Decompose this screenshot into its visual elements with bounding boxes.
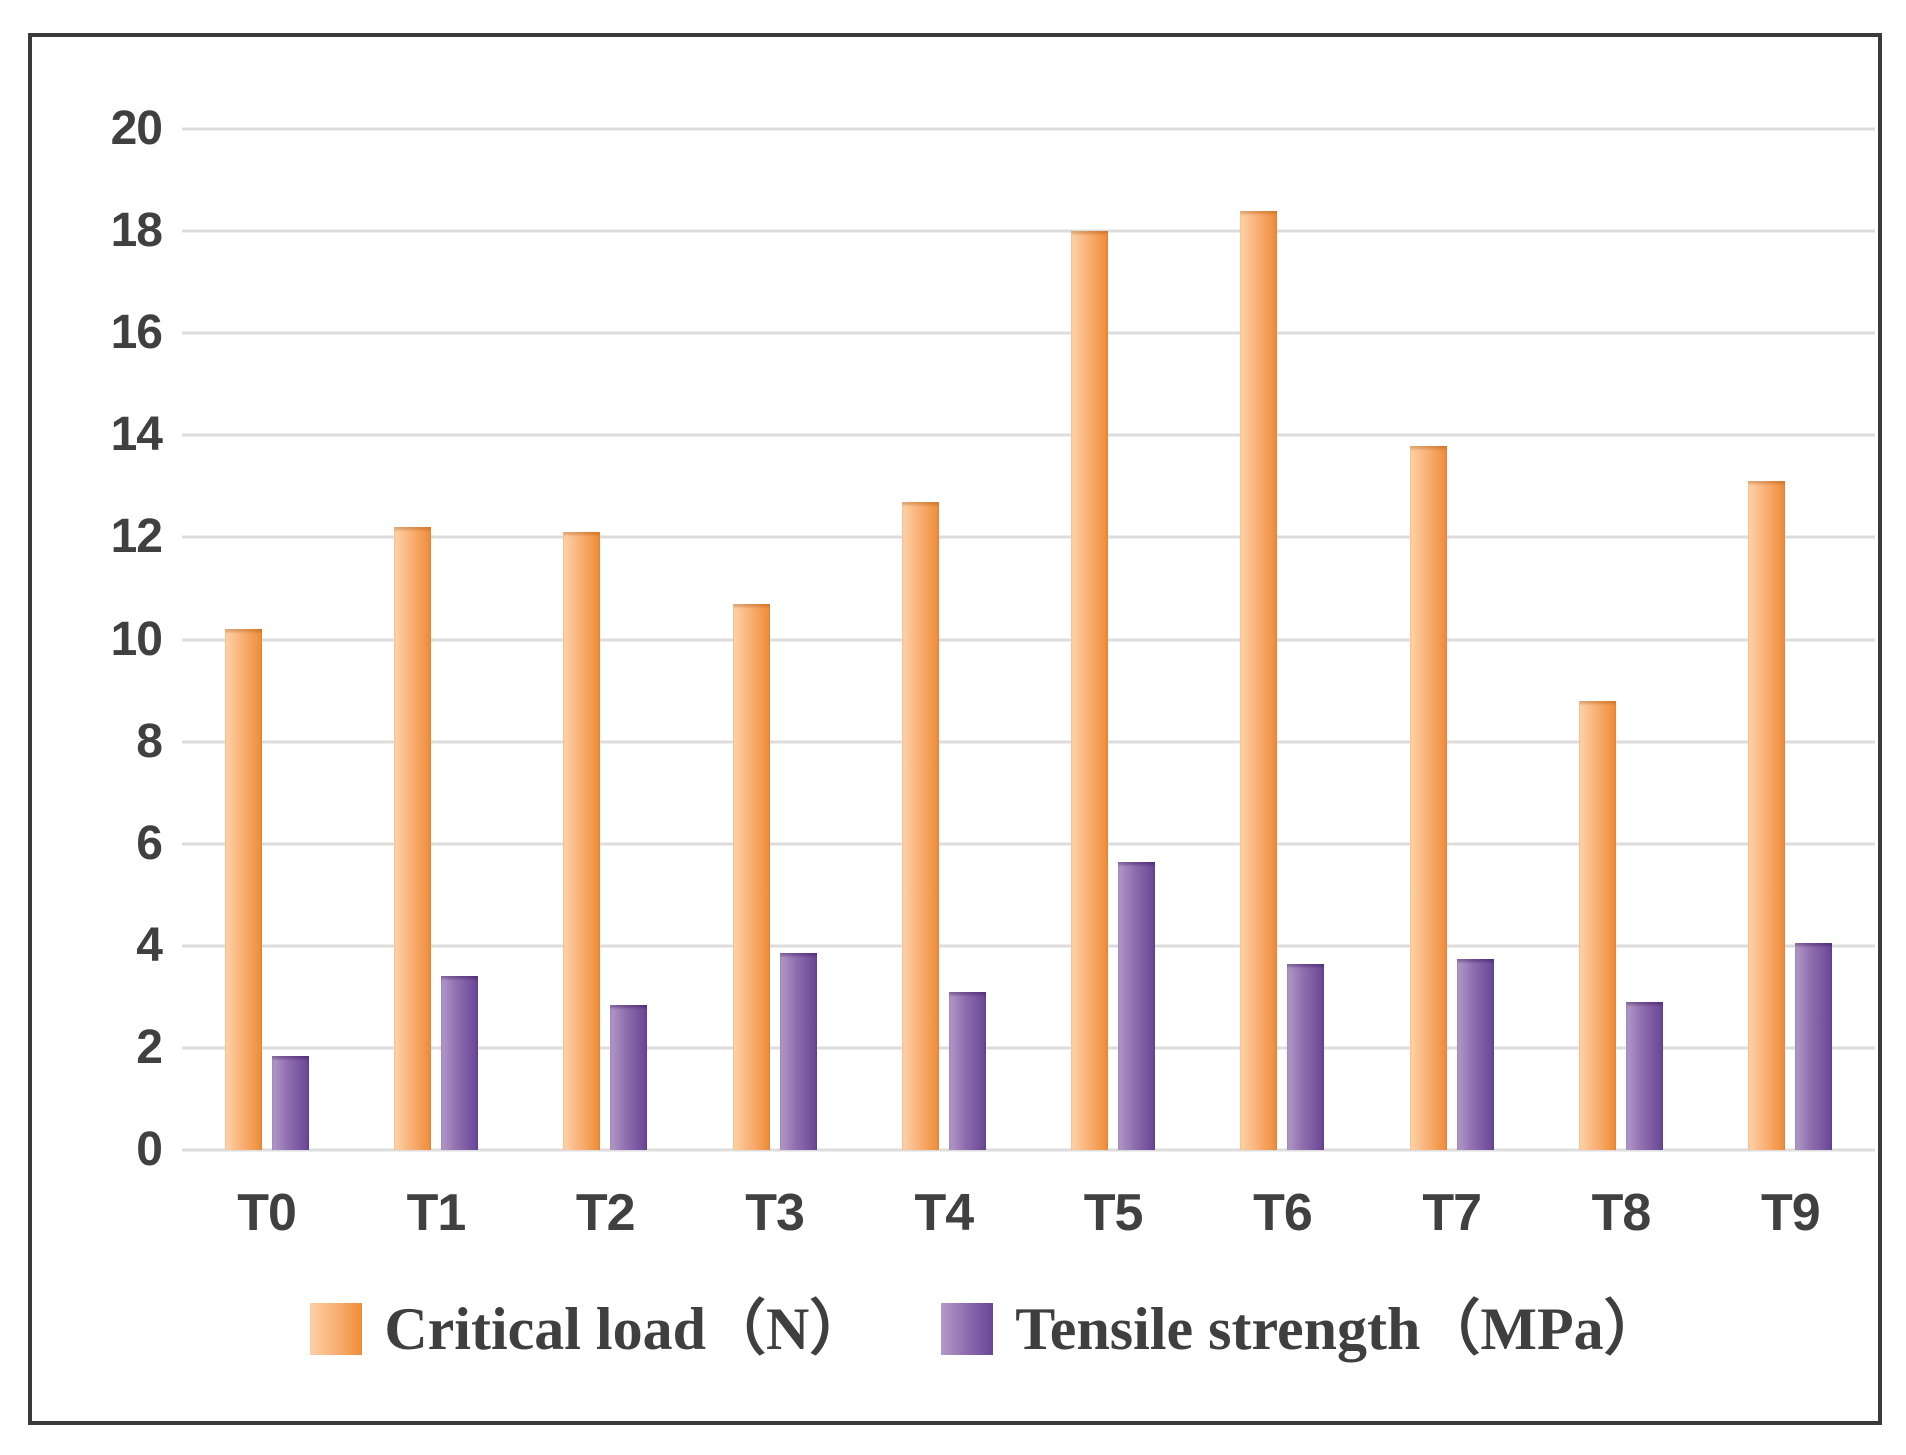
gridline-8 <box>182 740 1875 744</box>
legend-item-tensile-strength: Tensile strength（MPa） <box>941 1296 1664 1362</box>
legend-label-critical-load: Critical load（N） <box>384 1296 870 1362</box>
legend-item-critical-load: Critical load（N） <box>310 1299 869 1359</box>
gridline-16 <box>182 331 1875 335</box>
gridline-18 <box>182 229 1875 233</box>
legend-swatch-critical-load <box>310 1303 363 1355</box>
gridline-0 <box>182 1148 1875 1152</box>
y-tick-label-6: 6 <box>136 816 163 870</box>
bar-tensile-strength-T8 <box>1626 1001 1664 1150</box>
gridline-14 <box>182 433 1875 437</box>
y-tick-label-4: 4 <box>136 918 163 972</box>
x-axis-labels: T0 T1 T2 T3 T4 T5 T6 T7 T8 T9 <box>182 1184 1875 1242</box>
bar-tensile-strength-T5 <box>1118 861 1156 1150</box>
bar-group-T8 <box>1579 129 1664 1150</box>
bar-group-T9 <box>1748 129 1833 1150</box>
bar-group-T3 <box>732 129 817 1150</box>
bar-critical-load-T6 <box>1240 210 1278 1150</box>
legend-label-tensile-strength: Tensile strength（MPa） <box>1015 1296 1664 1362</box>
x-tick-label-T5: T5 <box>1083 1184 1144 1242</box>
bar-group-T6 <box>1240 129 1325 1150</box>
x-tick-label-T0: T0 <box>237 1184 297 1242</box>
bar-group-T0 <box>224 129 309 1150</box>
bar-tensile-strength-T9 <box>1795 943 1833 1150</box>
y-tick-label-10: 10 <box>110 612 163 666</box>
x-tick-label-T6: T6 <box>1253 1184 1313 1242</box>
gridline-2 <box>182 1046 1875 1050</box>
chart-frame: 0 2 4 6 8 10 12 14 16 18 20 T0 T1 T2 T3 T4 T5 T6 T7 T8 T9 C… <box>28 33 1882 1425</box>
bar-critical-load-T7 <box>1409 445 1447 1150</box>
y-tick-label-20: 20 <box>110 102 163 155</box>
bar-critical-load-T9 <box>1748 481 1786 1150</box>
bar-critical-load-T0 <box>224 629 262 1150</box>
bar-tensile-strength-T6 <box>1287 963 1325 1150</box>
y-tick-label-0: 0 <box>136 1123 163 1176</box>
x-tick-label-T2: T2 <box>575 1184 636 1242</box>
bar-tensile-strength-T0 <box>271 1055 309 1150</box>
y-tick-label-16: 16 <box>110 306 163 360</box>
y-tick-label-8: 8 <box>136 714 163 768</box>
bar-critical-load-T4 <box>901 501 939 1150</box>
gridline-6 <box>182 842 1875 846</box>
y-tick-label-2: 2 <box>136 1020 163 1074</box>
bar-group-T7 <box>1409 129 1494 1150</box>
bar-group-T5 <box>1071 129 1156 1150</box>
y-tick-label-14: 14 <box>110 408 163 462</box>
x-tick-label-T4: T4 <box>914 1184 974 1242</box>
x-tick-label-T8: T8 <box>1591 1184 1652 1242</box>
bar-tensile-strength-T4 <box>948 991 986 1150</box>
y-axis-labels: 0 2 4 6 8 10 12 14 16 18 20 <box>62 105 163 1174</box>
gridline-12 <box>182 535 1875 539</box>
bar-critical-load-T5 <box>1071 231 1109 1150</box>
bar-critical-load-T2 <box>563 532 601 1150</box>
bar-group-T4 <box>901 129 986 1150</box>
bar-critical-load-T8 <box>1579 700 1617 1150</box>
legend: Critical load（N） Tensile strength（MPa） <box>60 1299 1906 1359</box>
bar-tensile-strength-T1 <box>440 976 478 1150</box>
legend-swatch-tensile-strength <box>941 1303 994 1355</box>
x-tick-label-T7: T7 <box>1422 1184 1482 1242</box>
gridline-4 <box>182 944 1875 948</box>
bar-tensile-strength-T7 <box>1456 958 1494 1150</box>
gridline-20 <box>182 127 1875 131</box>
bar-group-T1 <box>393 129 478 1150</box>
y-tick-label-18: 18 <box>110 204 163 258</box>
bar-critical-load-T1 <box>393 527 431 1150</box>
plot-area <box>182 127 1875 1152</box>
plot-bars <box>182 129 1875 1150</box>
y-tick-label-12: 12 <box>110 510 163 564</box>
x-tick-label-T1: T1 <box>406 1184 467 1242</box>
gridline-10 <box>182 638 1875 641</box>
x-tick-label-T3: T3 <box>745 1184 805 1242</box>
bar-tensile-strength-T2 <box>610 1004 648 1150</box>
bar-group-T2 <box>563 129 648 1150</box>
bar-tensile-strength-T3 <box>779 953 817 1150</box>
x-tick-label-T9: T9 <box>1760 1184 1821 1242</box>
bar-critical-load-T3 <box>732 603 770 1150</box>
